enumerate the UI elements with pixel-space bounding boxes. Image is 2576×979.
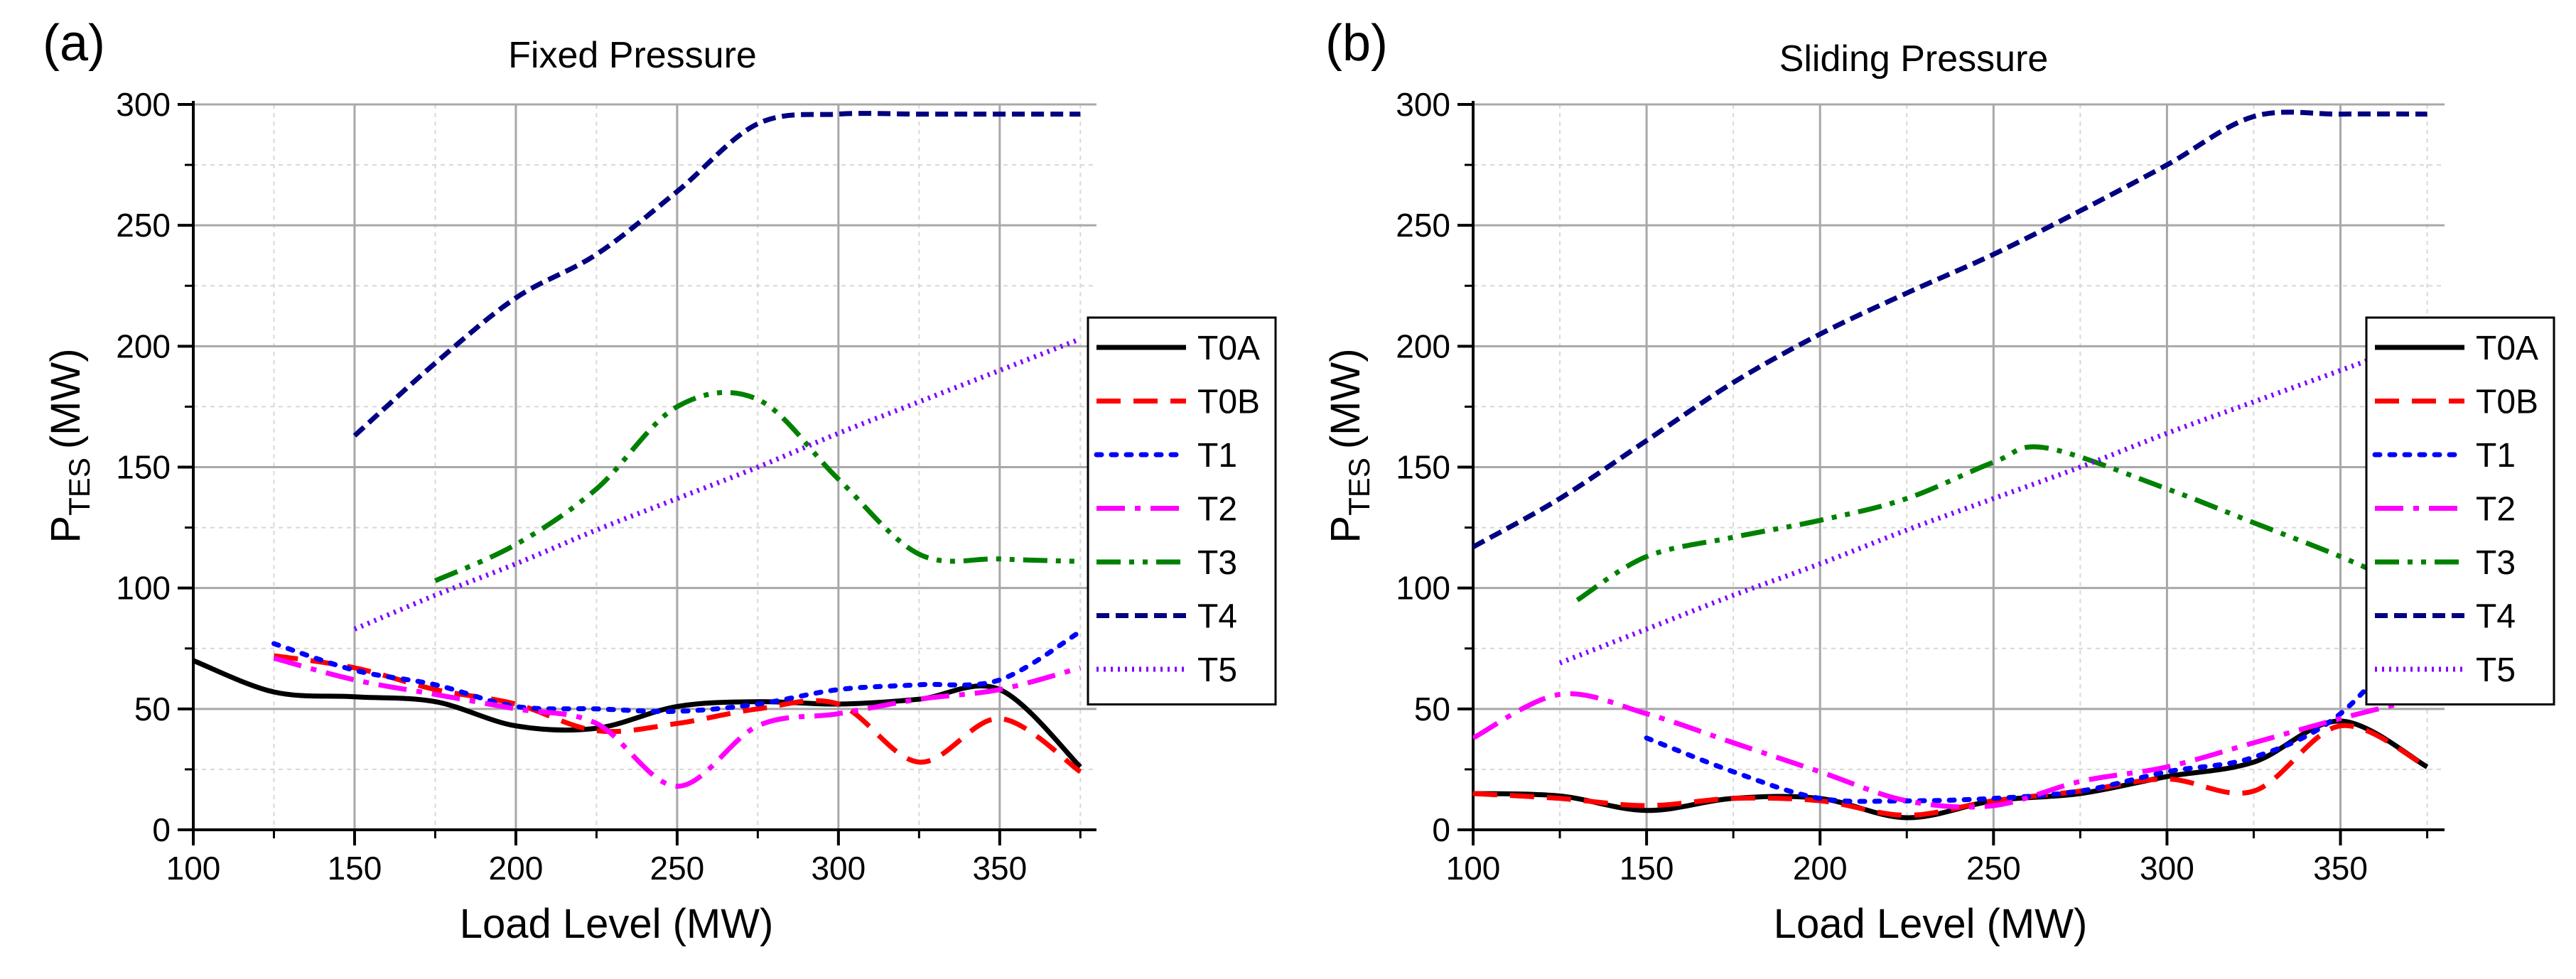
x-axis-label: Load Level (MW) (1774, 901, 2088, 947)
legend-label-t0b: T0B (1197, 384, 1260, 421)
legend-label-t1: T1 (1197, 437, 1237, 475)
x-tick-label: 350 (972, 850, 1027, 887)
y-tick-label: 150 (116, 449, 171, 486)
series-line-t2 (1473, 691, 2428, 810)
legend: T0A T0B T1 T2 T3 T4 T5 (2365, 316, 2555, 705)
x-tick-label: 350 (2313, 850, 2368, 887)
y-tick-label: 150 (1396, 449, 1450, 486)
chart-title: Fixed Pressure (508, 35, 757, 76)
legend-label-t3: T3 (1197, 544, 1237, 582)
series-line-t0b (273, 653, 1082, 774)
chart-panel-b: 100 150 200 250 300 350 0 50 100 150 200 250 300 Load… (1322, 15, 2555, 947)
y-tick-label: 250 (1396, 207, 1450, 244)
x-tick-label: 200 (489, 850, 544, 887)
y-tick-label: 300 (116, 86, 171, 123)
y-tick-label: 0 (152, 811, 171, 848)
panel-label: (a) (43, 15, 105, 72)
y-tick-label: 100 (1396, 570, 1450, 607)
x-tick-label: 300 (2140, 850, 2194, 887)
series-line-t5 (353, 336, 1082, 632)
series-line-t3 (433, 389, 1081, 583)
y-axis-label: PTES (MW) (1322, 348, 1376, 543)
chart-title: Sliding Pressure (1779, 38, 2049, 80)
legend-label-t4: T4 (2476, 598, 2516, 636)
series-line-t1 (271, 629, 1083, 714)
x-tick-label: 100 (166, 850, 221, 887)
legend: T0A T0B T1 T2 T3 T4 T5 (1087, 316, 1277, 705)
series-group (1473, 109, 2430, 821)
legend-label-t2: T2 (1197, 491, 1237, 529)
x-tick-label: 150 (328, 850, 382, 887)
series-group (193, 111, 1083, 789)
y-tick-label: 50 (1414, 691, 1450, 728)
x-tick-label: 200 (1793, 850, 1848, 887)
x-tick-label: 300 (811, 850, 866, 887)
legend-label-t0b: T0B (2476, 384, 2538, 421)
legend-label-t0a: T0A (2476, 330, 2538, 367)
y-axis-label-unit: (MW) (43, 348, 89, 449)
chart-panel-a: 100 150 200 250 300 350 0 50 100 150 200 250 300 Load… (43, 15, 1277, 947)
x-tick-label: 250 (650, 850, 705, 887)
series-line-t3 (1575, 444, 2429, 602)
x-axis-label: Load Level (MW) (460, 901, 774, 947)
series-line-t5 (1558, 336, 2428, 666)
y-tick-label: 0 (1432, 811, 1450, 848)
y-axis-label-main: P (43, 516, 89, 543)
y-tick-label: 50 (134, 691, 171, 728)
y-tick-label: 100 (116, 570, 171, 607)
y-tick-label: 200 (116, 328, 171, 364)
legend-box (2365, 316, 2555, 705)
x-tick-label: 150 (1620, 850, 1674, 887)
legend-box (1087, 316, 1277, 705)
legend-label-t5: T5 (1197, 651, 1237, 689)
x-tick-label: 100 (1446, 850, 1501, 887)
series-line-t2 (273, 656, 1082, 789)
legend-label-t5: T5 (2476, 651, 2516, 689)
y-tick-label: 250 (116, 207, 171, 244)
legend-label-t2: T2 (2476, 491, 2516, 529)
y-axis-label: PTES (MW) (43, 348, 96, 543)
series-line-t4 (352, 111, 1081, 438)
x-tick-label: 250 (1966, 850, 2021, 887)
y-axis-label-main: P (1322, 516, 1369, 543)
y-axis-label-unit: (MW) (1322, 348, 1369, 449)
series-line-t4 (1473, 109, 2427, 549)
y-axis-label-subscript: TES (1342, 458, 1376, 516)
legend-label-t1: T1 (2476, 437, 2516, 475)
legend-label-t3: T3 (2476, 544, 2516, 582)
y-tick-label: 300 (1396, 86, 1450, 123)
series-line-t1 (1644, 615, 2430, 804)
y-tick-label: 200 (1396, 328, 1450, 364)
panel-label: (b) (1325, 15, 1388, 72)
y-axis-label-subscript: TES (63, 458, 96, 516)
legend-label-t0a: T0A (1197, 330, 1260, 367)
legend-label-t4: T4 (1197, 598, 1237, 636)
